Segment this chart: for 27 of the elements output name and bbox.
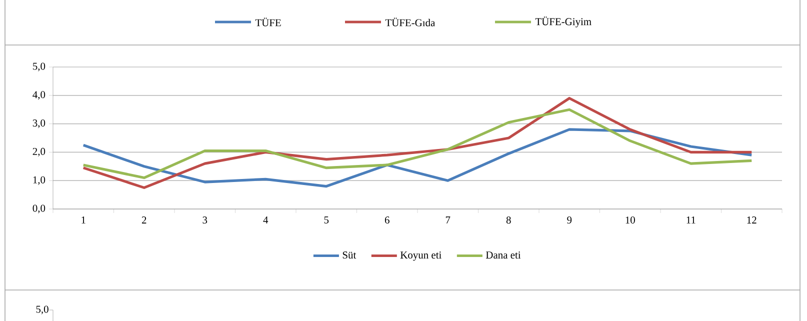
x-tick-label: 6 [384, 216, 390, 224]
x-tick-label: 2 [142, 216, 146, 224]
legend-label: Süt [342, 252, 356, 259]
legend-label: Dana eti [486, 252, 521, 259]
x-tick-label: 4 [263, 216, 268, 224]
text: TÜFE-Giyim [535, 16, 592, 28]
legend-label: Koyun eti [400, 252, 442, 261]
x-tick-label: 3 [202, 216, 208, 224]
x-tick-label: 7 [446, 216, 450, 224]
y-tick-label: 1,0 [33, 176, 46, 185]
x-tick-label: 11 [686, 216, 696, 224]
text: TÜFE-Gıda [385, 18, 436, 26]
line-series [82, 128, 753, 188]
x-tick-label: 12 [747, 216, 756, 224]
x-tick-label: 8 [506, 216, 511, 224]
text: TÜFE [255, 18, 281, 26]
y-tick-label: 2,0 [32, 148, 46, 156]
line-series [82, 108, 753, 180]
y-tick-label: 5,0 [33, 62, 46, 72]
x-tick-label: 1 [82, 216, 86, 224]
x-tick-label: 10 [626, 216, 635, 224]
x-tick-label: 9 [567, 216, 572, 224]
y-tick-label: 3,0 [32, 120, 46, 128]
y-tick-label: 4,0 [32, 91, 46, 100]
y-tick-label: 0,0 [32, 204, 46, 214]
x-tick-label: 5 [324, 216, 329, 224]
line-series [82, 96, 753, 189]
